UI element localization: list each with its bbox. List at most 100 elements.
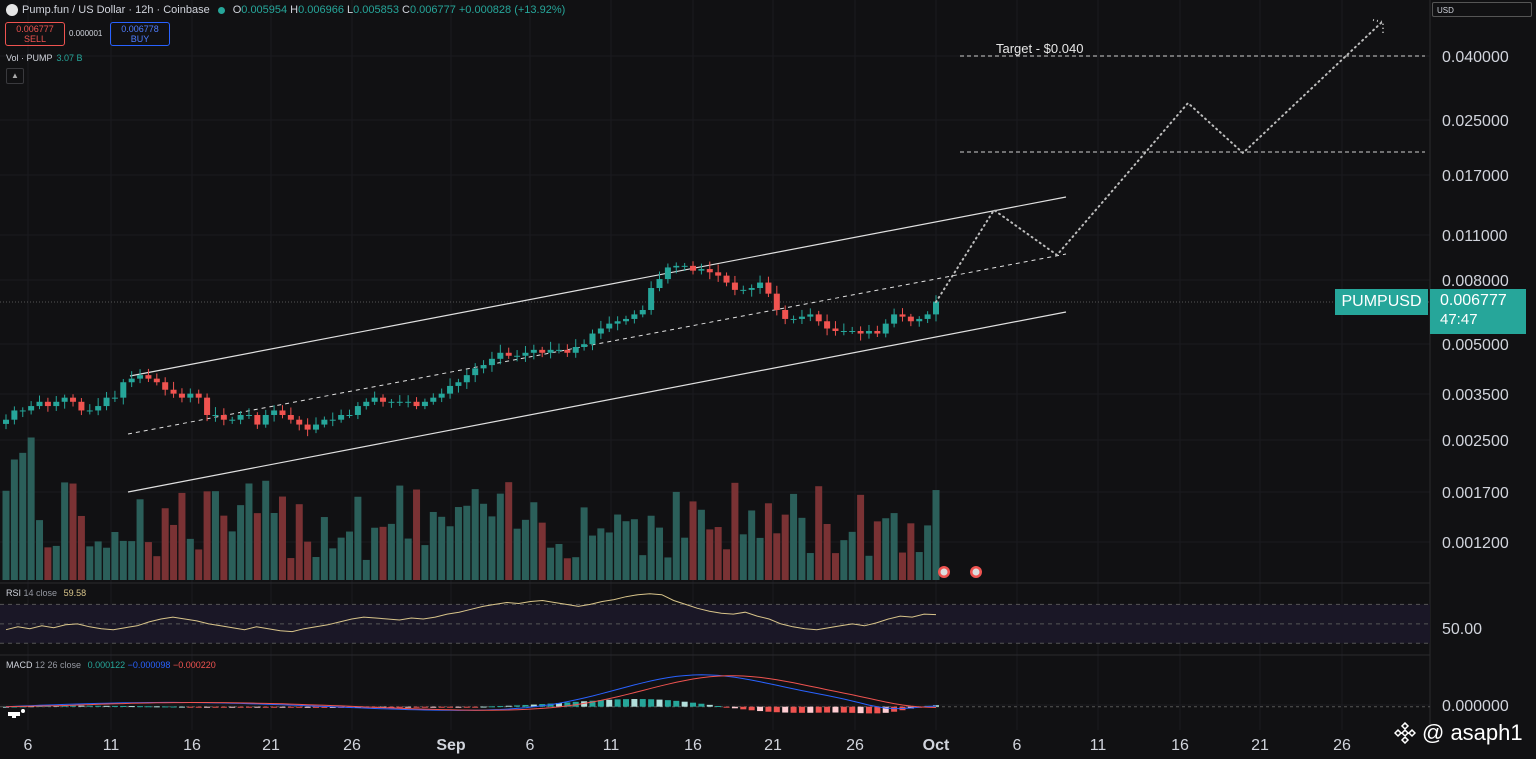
projection-path[interactable] xyxy=(935,19,1425,303)
candle[interactable] xyxy=(36,395,43,410)
candle[interactable] xyxy=(187,388,194,403)
candle[interactable] xyxy=(137,369,144,384)
sell-button[interactable]: 0.006777 SELL xyxy=(5,22,65,46)
candle[interactable] xyxy=(354,402,361,420)
candle[interactable] xyxy=(279,405,286,419)
candle[interactable] xyxy=(765,276,772,298)
candle[interactable] xyxy=(53,396,60,411)
candle[interactable] xyxy=(3,414,9,430)
candle[interactable] xyxy=(690,261,697,275)
candle[interactable] xyxy=(396,395,403,407)
candle[interactable] xyxy=(639,305,646,318)
candle[interactable] xyxy=(321,416,328,428)
candle[interactable] xyxy=(865,324,872,339)
candle[interactable] xyxy=(899,308,906,322)
time-axis[interactable]: 6 11 16 21 26 Sep 6 11 16 21 26 Oct 6 11 16 21 26 xyxy=(24,737,1351,754)
volume-legend[interactable]: Vol · PUMP 3.07 B xyxy=(6,53,83,63)
candle[interactable] xyxy=(304,418,311,437)
candle[interactable] xyxy=(162,377,169,396)
macd-signal-line[interactable] xyxy=(5,675,937,711)
candle[interactable] xyxy=(933,295,939,322)
time-axis-label[interactable]: Sep xyxy=(436,737,466,754)
candle[interactable] xyxy=(430,393,437,405)
candle[interactable] xyxy=(438,388,445,403)
candle[interactable] xyxy=(11,406,18,425)
candle[interactable] xyxy=(413,397,420,410)
time-axis-label[interactable]: 6 xyxy=(1013,737,1022,754)
time-axis-label[interactable]: 6 xyxy=(24,737,33,754)
candle[interactable] xyxy=(807,308,814,322)
macd-legend[interactable]: MACD 12 26 close 0.000122 −0.000098 −0.0… xyxy=(6,660,216,670)
candle[interactable] xyxy=(681,262,688,271)
candle[interactable] xyxy=(86,404,93,415)
candle[interactable] xyxy=(262,409,269,428)
candle[interactable] xyxy=(229,416,236,424)
rsi-line[interactable] xyxy=(5,593,937,633)
candle[interactable] xyxy=(723,272,730,287)
candle[interactable] xyxy=(497,344,504,365)
candle[interactable] xyxy=(564,344,571,357)
candle[interactable] xyxy=(631,310,638,324)
candle[interactable] xyxy=(287,407,294,424)
time-axis-label[interactable]: 16 xyxy=(684,737,702,754)
candle[interactable] xyxy=(740,285,747,295)
candle[interactable] xyxy=(664,263,671,284)
time-axis-label[interactable]: 6 xyxy=(526,737,535,754)
candle[interactable] xyxy=(271,405,278,422)
candle[interactable] xyxy=(237,411,244,425)
currency-selector[interactable]: USD xyxy=(1432,2,1532,17)
rsi-axis-label[interactable]: 50.00 xyxy=(1442,621,1482,638)
candle[interactable] xyxy=(857,326,864,341)
time-axis-label[interactable]: 26 xyxy=(343,737,361,754)
candle[interactable] xyxy=(405,395,412,408)
candle[interactable] xyxy=(153,373,160,386)
candle[interactable] xyxy=(648,281,655,315)
candle[interactable] xyxy=(597,320,604,339)
candle[interactable] xyxy=(882,319,889,338)
candle[interactable] xyxy=(296,416,303,431)
candle[interactable] xyxy=(514,350,521,362)
candle[interactable] xyxy=(572,339,579,358)
candle[interactable] xyxy=(505,347,512,359)
candle[interactable] xyxy=(530,344,537,360)
time-axis-label[interactable]: 11 xyxy=(103,737,120,754)
time-axis-label[interactable]: 16 xyxy=(183,737,201,754)
candle[interactable] xyxy=(589,329,596,351)
candle[interactable] xyxy=(128,371,135,388)
time-axis-label[interactable]: 21 xyxy=(764,737,782,754)
channel-upper-line[interactable] xyxy=(129,196,1067,377)
candle[interactable] xyxy=(539,346,546,358)
candle[interactable] xyxy=(488,351,495,372)
time-axis-label[interactable]: 11 xyxy=(603,737,620,754)
candle[interactable] xyxy=(748,284,755,297)
candle[interactable] xyxy=(782,305,789,325)
projection-line[interactable] xyxy=(935,21,1383,303)
collapse-legend-button[interactable]: ▲ xyxy=(6,68,24,84)
candle[interactable] xyxy=(840,323,847,336)
candle[interactable] xyxy=(916,316,923,327)
candle[interactable] xyxy=(715,264,722,282)
rsi-legend[interactable]: RSI 14 close 59.58 xyxy=(6,588,86,598)
candle[interactable] xyxy=(673,262,680,274)
candle[interactable] xyxy=(472,363,479,383)
price-axis-label[interactable]: 0.003500 xyxy=(1442,387,1509,404)
time-axis-label[interactable]: 11 xyxy=(1090,737,1107,754)
time-axis-label[interactable]: 16 xyxy=(1171,737,1189,754)
candle[interactable] xyxy=(731,275,738,296)
candle[interactable] xyxy=(19,407,26,418)
candle[interactable] xyxy=(254,412,261,429)
price-axis-label[interactable]: 0.001700 xyxy=(1442,485,1509,502)
time-axis-label[interactable]: 21 xyxy=(1251,737,1269,754)
macd-pane[interactable] xyxy=(0,674,1430,714)
symbol-title[interactable]: Pump.fun / US Dollar · 12h · Coinbase xyxy=(22,4,210,16)
candle[interactable] xyxy=(371,391,378,405)
candle[interactable] xyxy=(78,398,85,416)
candle[interactable] xyxy=(924,311,931,324)
price-axis-label[interactable]: 0.011000 xyxy=(1442,228,1508,245)
candle[interactable] xyxy=(178,388,185,403)
price-axis-label[interactable]: 0.001200 xyxy=(1442,535,1509,552)
price-axis-label[interactable]: 0.040000 xyxy=(1442,49,1509,66)
candle[interactable] xyxy=(388,399,395,408)
candle[interactable] xyxy=(480,360,487,374)
candle[interactable] xyxy=(28,401,35,415)
